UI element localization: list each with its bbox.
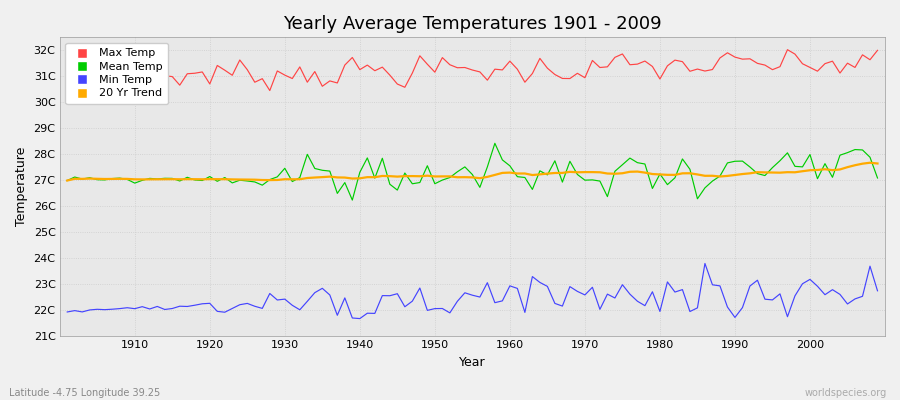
Y-axis label: Temperature: Temperature xyxy=(15,147,28,226)
Title: Yearly Average Temperatures 1901 - 2009: Yearly Average Temperatures 1901 - 2009 xyxy=(283,15,662,33)
X-axis label: Year: Year xyxy=(459,356,486,369)
Legend: Max Temp, Mean Temp, Min Temp, 20 Yr Trend: Max Temp, Mean Temp, Min Temp, 20 Yr Tre… xyxy=(66,43,167,104)
Text: worldspecies.org: worldspecies.org xyxy=(805,388,886,398)
Text: Latitude -4.75 Longitude 39.25: Latitude -4.75 Longitude 39.25 xyxy=(9,388,160,398)
